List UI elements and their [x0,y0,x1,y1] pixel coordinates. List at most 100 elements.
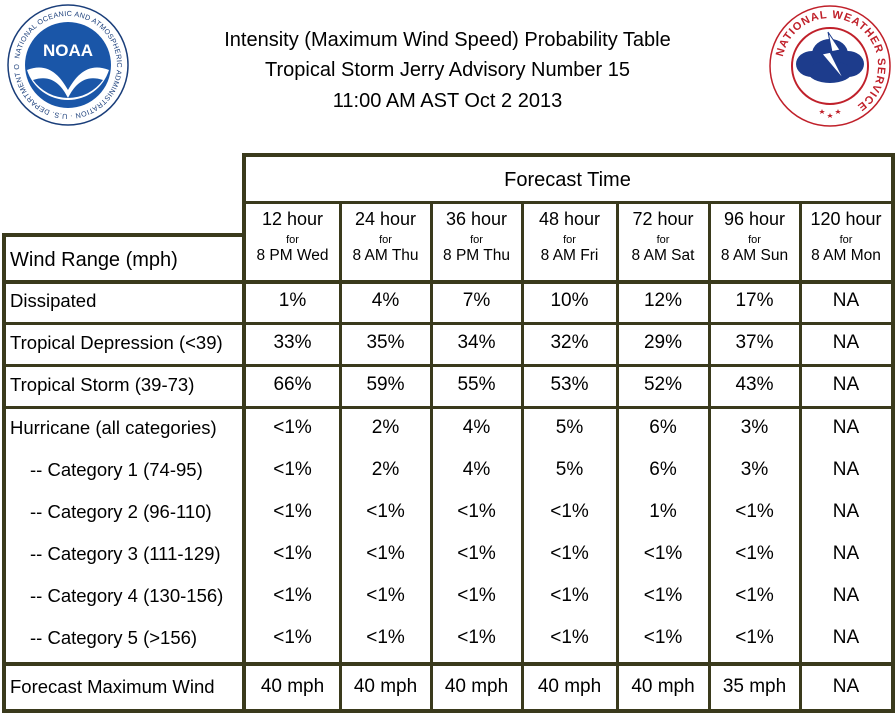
column-divider [339,201,342,713]
probability-cell: NA [832,501,860,522]
probability-cell: 29% [643,332,683,353]
probability-cell: NA [832,627,860,648]
column-valid-time: 8 PM Wed [256,247,329,264]
table-border-left-upper [242,153,246,713]
probability-cell: 3% [740,417,769,438]
probability-cell: <1% [550,627,589,648]
column-for: for [748,234,761,246]
row-divider [2,406,892,409]
column-header: 120 hour for 8 AM Mon [800,209,892,265]
header-divider [2,280,892,284]
column-valid-time: 8 AM Thu [352,247,419,264]
probability-cell: NA [832,290,860,311]
column-for: for [563,234,576,246]
probability-cell: <1% [643,627,683,648]
probability-cell: 40 mph [444,676,509,697]
column-valid-time: 8 PM Thu [443,247,510,264]
column-header: 72 hour for 8 AM Sat [617,209,709,265]
probability-cell: <1% [643,543,683,564]
column-hours: 96 hour [723,209,786,229]
probability-cell: NA [832,543,860,564]
probability-cell: 33% [273,332,312,353]
probability-cell: <1% [735,543,774,564]
probability-cell: <1% [550,543,589,564]
probability-cell: 40 mph [537,676,602,697]
column-hours: 120 hour [810,209,882,229]
probability-cell: <1% [273,627,312,648]
probability-cell: 35% [366,332,405,353]
row-label: Dissipated [10,290,97,311]
table-border-left [2,233,6,713]
column-for: for [286,234,299,246]
forecast-time-header: Forecast Time [504,168,631,191]
probability-cell: <1% [457,501,496,522]
column-header: 96 hour for 8 AM Sun [709,209,800,265]
column-valid-time: 8 AM Sun [720,247,789,264]
probability-cell: 5% [555,459,584,480]
column-header: 12 hour for 8 PM Wed [245,209,340,265]
probability-cell: 66% [273,374,312,395]
probability-cell: NA [832,417,860,438]
probability-cell: 32% [550,332,589,353]
column-for: for [470,234,483,246]
advisory-time: 11:00 AM AST Oct 2 2013 [332,90,563,112]
column-for: for [839,234,853,246]
table-border-top [242,153,895,157]
table-border-right [891,153,895,713]
forecast-time-divider [242,201,895,204]
column-hours: 24 hour [354,209,417,229]
column-valid-time: 8 AM Mon [811,247,881,264]
row-label: -- Category 1 (74-95) [30,459,203,480]
row-label: -- Category 3 (111-129) [30,543,221,564]
max-wind-divider [2,662,892,666]
probability-cell: 1% [649,501,677,522]
table-border-bottom [2,709,892,713]
probability-cell: 4% [371,290,400,311]
column-hours: 12 hour [261,209,324,229]
column-header: 24 hour for 8 AM Thu [340,209,431,265]
probability-cell: <1% [366,501,405,522]
probability-cell: NA [832,374,860,395]
probability-cell: NA [832,459,860,480]
probability-cell: <1% [457,627,496,648]
wind-range-top-rule [2,233,245,237]
probability-cell: 6% [649,417,677,438]
probability-cell: NA [832,332,860,353]
row-label: Tropical Storm (39-73) [10,374,195,395]
probability-cell: <1% [366,627,405,648]
column-valid-time: 8 AM Fri [540,247,599,264]
row-label: Hurricane (all categories) [10,417,217,438]
probability-cell: <1% [735,627,774,648]
page-title: Intensity (Maximum Wind Speed) Probabili… [224,29,671,51]
probability-cell: 40 mph [353,676,418,697]
probability-cell: <1% [273,585,312,606]
row-label: Forecast Maximum Wind [10,676,215,697]
probability-cell: 7% [462,290,491,311]
column-for: for [656,234,670,246]
column-header: 48 hour for 8 AM Fri [522,209,617,265]
row-divider [2,322,892,325]
probability-cell: 12% [643,290,683,311]
probability-cell: 5% [555,417,584,438]
probability-cell: <1% [550,585,589,606]
row-label: -- Category 5 (>156) [30,627,198,648]
probability-cell: 43% [735,374,774,395]
column-hours: 48 hour [538,209,601,229]
probability-cell: 34% [457,332,496,353]
probability-cell: <1% [366,585,405,606]
probability-cell: 17% [735,290,774,311]
noaa-seal-icon: NOAA NATIONAL OCEANIC AND ATMOSPHERIC AD… [7,4,129,126]
probability-cell: NA [832,585,860,606]
probability-cell: 40 mph [260,676,325,697]
probability-cell: 53% [550,374,589,395]
probability-cell: 40 mph [631,676,695,697]
probability-cell: <1% [643,585,683,606]
probability-cell: 37% [735,332,774,353]
page-header: NOAA NATIONAL OCEANIC AND ATMOSPHERIC AD… [0,0,895,150]
column-for: for [379,234,392,246]
probability-cell: <1% [273,543,312,564]
row-divider [2,364,892,367]
probability-cell: 2% [371,459,400,480]
probability-cell: 59% [366,374,405,395]
probability-cell: <1% [273,417,312,438]
